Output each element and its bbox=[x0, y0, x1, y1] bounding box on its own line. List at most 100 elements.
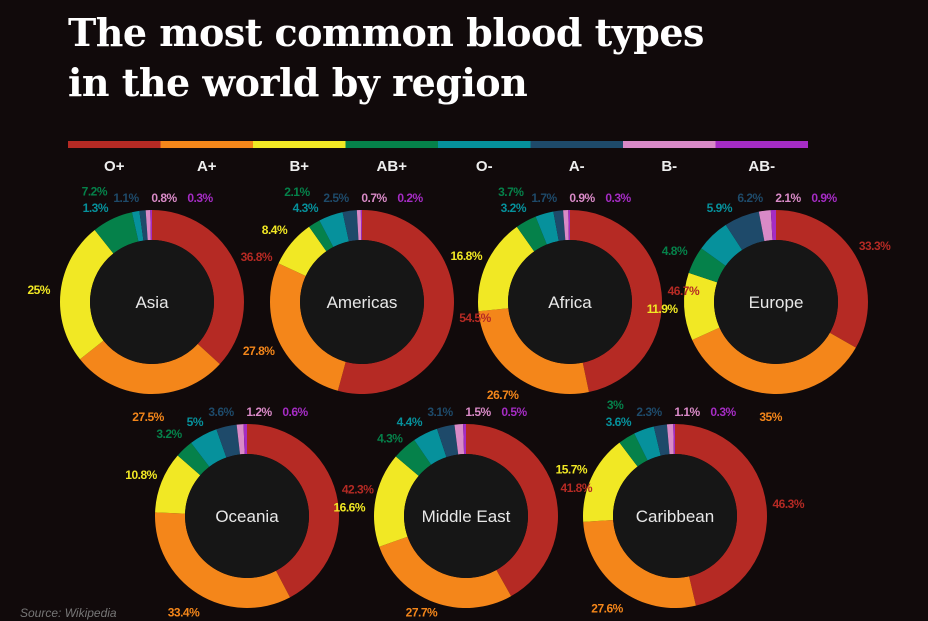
slice-value-label-A-: 3.6% bbox=[208, 405, 234, 419]
slice-value-label-A+: 27.8% bbox=[243, 344, 275, 358]
slice-value-label-A-: 6.2% bbox=[737, 191, 763, 205]
slice-O- bbox=[535, 211, 559, 245]
slice-AB- bbox=[360, 210, 362, 241]
donut-hole bbox=[90, 240, 214, 364]
chart-title: The most common blood types in the world … bbox=[68, 8, 704, 108]
slice-B+ bbox=[373, 456, 419, 547]
slice-AB- bbox=[673, 424, 675, 455]
slice-AB+ bbox=[619, 433, 648, 467]
slice-value-label-A-: 1.1% bbox=[113, 191, 139, 205]
slice-A+ bbox=[270, 263, 346, 391]
slice-B+ bbox=[278, 226, 327, 276]
legend-swatch-B+ bbox=[253, 141, 346, 148]
source-note: Source: Wikipedia bbox=[20, 606, 117, 620]
slice-A- bbox=[653, 424, 670, 456]
legend-label: O- bbox=[476, 158, 493, 175]
legend-swatch-A- bbox=[530, 141, 623, 148]
slice-AB- bbox=[463, 424, 466, 455]
slice-value-label-AB-: 0.2% bbox=[397, 191, 423, 205]
slice-value-label-AB-: 0.3% bbox=[710, 405, 736, 419]
title-line-2: in the world by region bbox=[68, 60, 528, 105]
legend-label: A- bbox=[569, 158, 585, 175]
donut-hole bbox=[300, 240, 424, 364]
donut-hole bbox=[613, 454, 737, 578]
slice-value-label-O+: 46.7% bbox=[668, 284, 700, 298]
donut-hole bbox=[404, 454, 528, 578]
slice-O- bbox=[319, 212, 349, 248]
slice-B+ bbox=[60, 230, 114, 360]
slice-value-label-AB+: 2.1% bbox=[284, 185, 310, 199]
slice-value-label-A+: 33.4% bbox=[168, 605, 200, 619]
slice-O+ bbox=[337, 209, 455, 395]
slice-value-label-A+: 35% bbox=[759, 410, 782, 424]
legend-label: AB- bbox=[748, 158, 775, 175]
donut-hole bbox=[185, 454, 309, 578]
legend-swatch-O+ bbox=[68, 141, 161, 148]
slice-A+ bbox=[155, 512, 291, 609]
slice-value-label-A+: 27.6% bbox=[591, 602, 623, 616]
slice-value-label-B+: 8.4% bbox=[262, 223, 288, 237]
region-label: Caribbean bbox=[636, 507, 714, 526]
slice-O+ bbox=[675, 424, 768, 606]
slice-value-label-B+: 16.8% bbox=[450, 249, 482, 263]
slice-B+ bbox=[155, 455, 201, 514]
slice-value-label-A-: 2.5% bbox=[323, 191, 349, 205]
slice-O- bbox=[634, 426, 661, 461]
slice-B+ bbox=[684, 272, 720, 340]
slice-AB- bbox=[150, 210, 152, 241]
slice-value-label-AB+: 3.2% bbox=[156, 427, 182, 441]
slice-value-label-AB-: 0.6% bbox=[282, 405, 308, 419]
slice-A+ bbox=[80, 340, 220, 394]
region-label: Oceania bbox=[215, 507, 279, 526]
slice-B- bbox=[666, 424, 674, 455]
slice-value-label-O+: 36.8% bbox=[241, 250, 273, 264]
legend-swatch-AB+ bbox=[345, 141, 438, 148]
slice-value-label-B-: 0.7% bbox=[361, 191, 387, 205]
slice-AB+ bbox=[516, 216, 547, 252]
legend-label: A+ bbox=[197, 158, 217, 175]
region-label: Middle East bbox=[422, 507, 511, 526]
slice-value-label-B+: 11.9% bbox=[647, 302, 679, 316]
slice-AB+ bbox=[688, 248, 726, 283]
legend-swatch-AB- bbox=[715, 141, 808, 148]
slice-A- bbox=[342, 210, 359, 242]
slice-O+ bbox=[570, 210, 663, 393]
slice-A+ bbox=[583, 519, 696, 608]
slice-value-label-AB+: 7.2% bbox=[82, 185, 108, 199]
region-label: Europe bbox=[749, 293, 804, 312]
legend-label: O+ bbox=[104, 158, 125, 175]
slice-AB+ bbox=[94, 212, 139, 254]
region-label: Africa bbox=[548, 293, 592, 312]
slice-value-label-A-: 2.3% bbox=[636, 405, 662, 419]
slice-value-label-O+: 33.3% bbox=[859, 239, 891, 253]
slice-B- bbox=[454, 424, 465, 455]
slice-A- bbox=[553, 210, 566, 242]
slice-AB- bbox=[243, 424, 247, 455]
slice-AB+ bbox=[177, 442, 210, 476]
slice-value-label-O+: 46.3% bbox=[772, 497, 804, 511]
slice-value-label-O-: 3.2% bbox=[501, 201, 527, 215]
donut-hole bbox=[714, 240, 838, 364]
slice-value-label-A-: 3.1% bbox=[427, 405, 453, 419]
slice-value-label-B+: 15.7% bbox=[556, 463, 588, 477]
slice-A+ bbox=[692, 327, 856, 394]
slice-B- bbox=[356, 210, 362, 241]
slice-AB- bbox=[568, 210, 570, 241]
slice-value-label-O+: 41.8% bbox=[561, 481, 593, 495]
legend-label: AB+ bbox=[377, 158, 408, 175]
slice-B- bbox=[145, 210, 151, 241]
slice-AB+ bbox=[395, 439, 432, 476]
slice-value-label-AB-: 0.3% bbox=[605, 191, 631, 205]
legend-swatch-O- bbox=[438, 141, 531, 148]
slice-O+ bbox=[152, 210, 245, 365]
slice-value-label-A+: 27.5% bbox=[132, 410, 164, 424]
region-label: Asia bbox=[135, 293, 169, 312]
slice-value-label-O+: 54.5% bbox=[459, 311, 491, 325]
slice-value-label-AB+: 4.3% bbox=[377, 431, 403, 445]
slice-value-label-B+: 25% bbox=[27, 283, 50, 297]
title-line-1: The most common blood types bbox=[68, 10, 704, 55]
slice-value-label-B-: 0.8% bbox=[151, 191, 177, 205]
slice-O- bbox=[701, 224, 743, 266]
slice-B- bbox=[758, 210, 773, 242]
